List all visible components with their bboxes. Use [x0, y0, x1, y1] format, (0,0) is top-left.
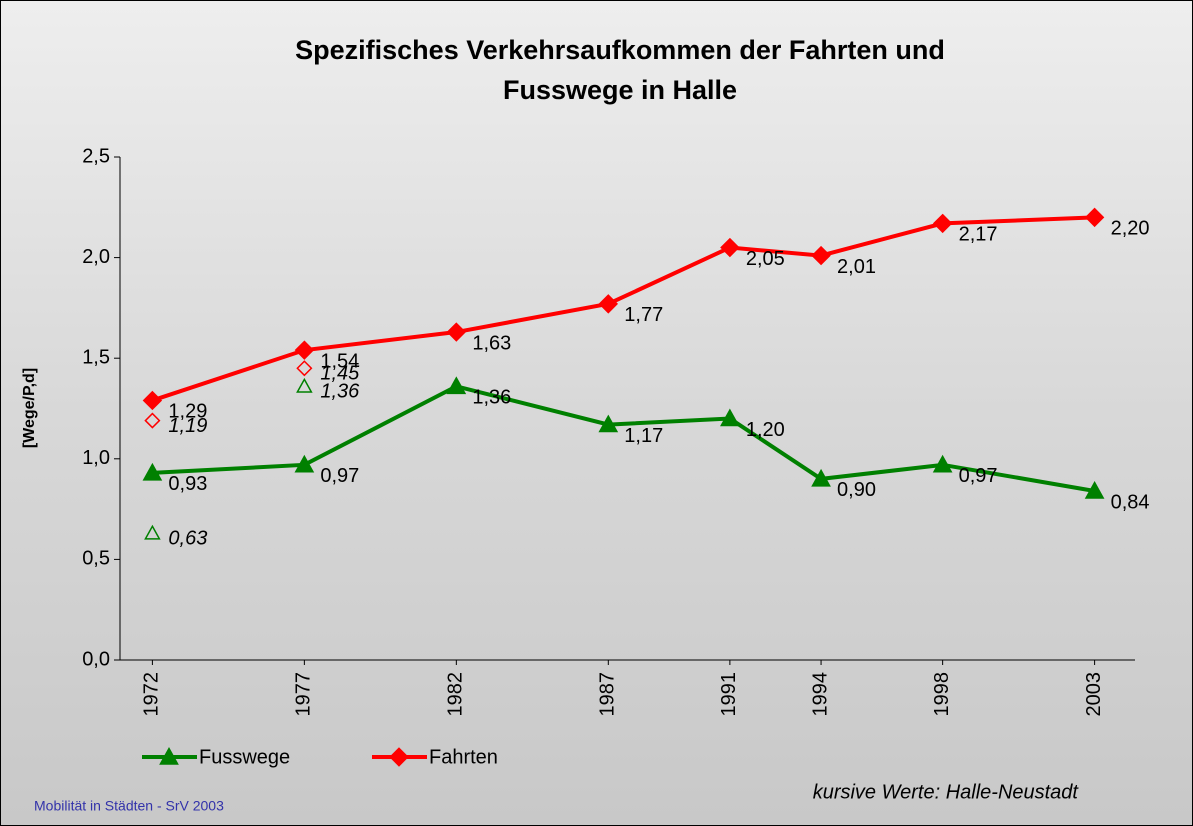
triangle-marker — [159, 746, 179, 765]
y-tick-label: 2,0 — [82, 246, 110, 268]
data-label: 0,97 — [320, 465, 359, 487]
y-tick-label: 1,0 — [82, 447, 110, 469]
y-tick-label: 2,5 — [82, 145, 110, 167]
x-tick-label: 1987 — [597, 672, 619, 717]
triangle-marker — [296, 377, 313, 393]
diamond-marker — [296, 360, 313, 377]
data-label: 2,05 — [746, 248, 785, 270]
y-axis-label: [Wege/P,d] — [21, 368, 38, 448]
data-label: 1,77 — [624, 304, 663, 326]
data-label: 1,36 — [320, 381, 360, 403]
diamond-marker — [598, 294, 619, 314]
triangle-marker — [932, 454, 953, 473]
data-label: 1,54 — [320, 350, 359, 372]
y-tick-label: 0,5 — [82, 548, 110, 570]
diamond-marker — [389, 747, 409, 767]
x-tick-label: 1982 — [445, 672, 467, 717]
x-tick-label: 1977 — [293, 672, 315, 717]
chart-title: Fusswege in Halle — [503, 75, 737, 105]
note: kursive Werte: Halle-Neustadt — [813, 781, 1080, 803]
diamond-marker — [1084, 207, 1105, 228]
footer: Mobilität in Städten - SrV 2003 — [34, 798, 224, 814]
data-label: 0,93 — [168, 473, 207, 495]
x-tick-label: 1998 — [931, 672, 953, 717]
triangle-marker — [1084, 480, 1105, 499]
line — [151, 215, 1095, 403]
y-tick-label: 1,5 — [82, 346, 110, 368]
y-tick-label: 0,0 — [82, 648, 110, 670]
diamond-marker — [811, 245, 831, 266]
data-label: 1,63 — [472, 332, 511, 354]
x-tick-label: 1991 — [718, 672, 740, 717]
diamond-marker — [142, 390, 163, 411]
line — [152, 384, 1095, 493]
diamond-marker — [446, 322, 467, 342]
data-label: 2,01 — [837, 256, 876, 278]
legend-label: Fahrten — [429, 746, 498, 768]
data-label: 0,97 — [959, 465, 998, 487]
diamond-marker — [294, 340, 315, 360]
x-tick-label: 1994 — [809, 672, 831, 717]
triangle-marker — [294, 454, 315, 473]
data-label: 1,36 — [472, 387, 511, 409]
data-label: 1,17 — [624, 425, 663, 447]
diamond-marker — [144, 412, 161, 429]
data-label: 0,84 — [1111, 491, 1150, 513]
data-label: 0,90 — [837, 479, 876, 501]
diamond-marker — [932, 213, 953, 234]
triangle-marker — [720, 408, 740, 427]
legend-label: Fusswege — [199, 746, 290, 768]
data-label: 1,19 — [168, 415, 207, 437]
triangle-marker — [446, 376, 467, 395]
data-label: 0,63 — [168, 528, 207, 550]
data-label: 2,17 — [959, 224, 998, 246]
data-label: 2,20 — [1111, 218, 1150, 240]
chart-title: Spezifisches Verkehrsaufkommen der Fahrt… — [295, 35, 945, 65]
data-label: 1,45 — [320, 363, 360, 385]
diamond-marker — [720, 237, 740, 258]
x-tick-label: 1972 — [141, 672, 163, 717]
data-label: 1,20 — [746, 419, 785, 441]
triangle-marker — [142, 462, 163, 481]
x-tick-label: 2003 — [1083, 672, 1105, 717]
triangle-marker — [811, 468, 831, 487]
triangle-marker — [144, 524, 161, 540]
data-label: 1,29 — [168, 401, 207, 423]
triangle-marker — [598, 414, 619, 433]
